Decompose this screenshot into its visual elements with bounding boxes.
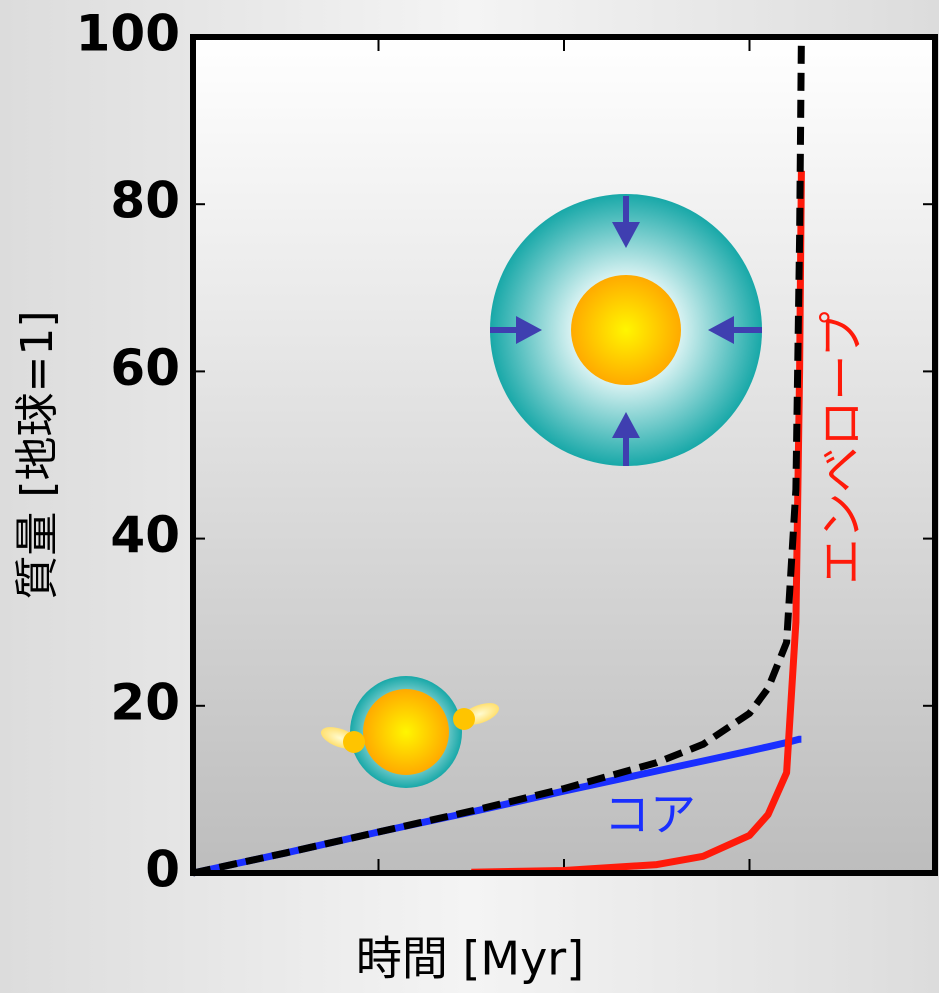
series-label: エンベロープ	[815, 311, 869, 584]
y-tick-label: 40	[110, 506, 180, 564]
y-tick-label: 80	[110, 172, 180, 230]
plot-frame	[190, 34, 938, 876]
y-tick-label: 20	[110, 673, 180, 731]
y-tick-label: 0	[145, 841, 180, 899]
y-tick-label: 60	[110, 339, 180, 397]
x-axis-label: 時間 [Myr]	[356, 932, 584, 986]
series-line	[192, 36, 805, 877]
core-planet-illustration	[320, 676, 500, 788]
plot-area: コア エンベロープ	[190, 34, 938, 877]
y-tick-label: 100	[76, 5, 180, 63]
y-axis-label: 質量 [地球=1]	[12, 310, 63, 599]
series-line	[471, 170, 805, 876]
plot-background	[193, 37, 935, 873]
giant-planet-illustration	[490, 194, 762, 466]
series-label: コア	[604, 788, 696, 842]
